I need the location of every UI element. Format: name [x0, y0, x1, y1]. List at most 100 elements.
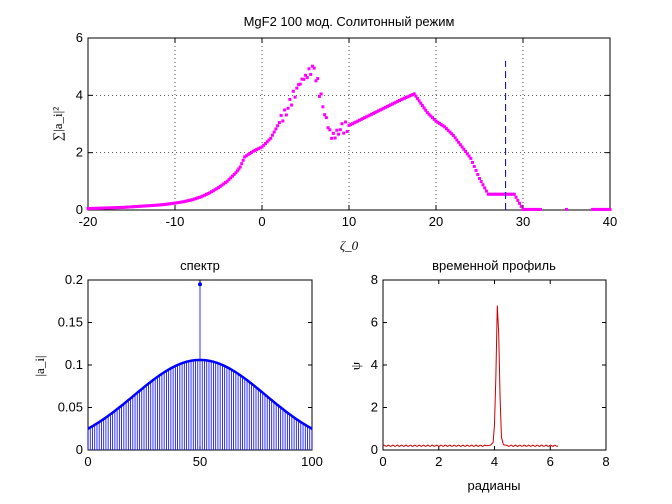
data-point — [601, 207, 605, 211]
data-point — [140, 204, 144, 208]
data-point — [518, 201, 522, 205]
data-point — [199, 195, 203, 199]
data-point — [116, 206, 120, 210]
data-point — [201, 194, 205, 198]
y-tick-label: 0.2 — [65, 272, 83, 287]
data-point — [606, 207, 610, 211]
data-point — [478, 176, 481, 180]
data-point — [535, 207, 539, 211]
data-point — [422, 106, 426, 110]
data-point — [124, 205, 128, 209]
y-tick-label: 0 — [371, 442, 378, 457]
data-point — [354, 120, 358, 124]
data-point — [103, 206, 107, 210]
data-point — [331, 131, 335, 135]
data-point — [173, 201, 177, 205]
data-point — [592, 207, 596, 211]
data-point — [432, 117, 436, 121]
data-point — [305, 76, 309, 80]
data-point — [290, 103, 294, 107]
data-point — [145, 204, 149, 208]
data-point — [467, 154, 471, 158]
data-point — [86, 207, 90, 211]
y-tick-label: 2 — [76, 145, 83, 160]
data-point — [152, 203, 156, 207]
top-xlabel: ζ_0 — [340, 238, 359, 253]
data-point — [414, 94, 418, 98]
data-point — [168, 202, 172, 206]
profile-ylabel: ψ — [348, 362, 363, 370]
data-point — [500, 192, 504, 196]
data-point — [170, 202, 174, 206]
data-point — [347, 123, 351, 127]
data-point — [107, 206, 111, 210]
data-point — [243, 155, 247, 159]
spectrum-peak-marker — [198, 282, 202, 287]
data-point — [269, 136, 273, 140]
data-point — [283, 108, 287, 112]
data-point — [340, 122, 344, 126]
data-point — [110, 206, 114, 210]
data-point — [465, 152, 469, 156]
data-point — [444, 127, 448, 131]
data-point — [596, 207, 600, 211]
data-point — [441, 124, 445, 128]
data-point — [251, 149, 255, 153]
data-point — [481, 183, 485, 187]
data-point — [533, 207, 537, 211]
spectrum-title: спектр — [180, 258, 220, 273]
data-point — [402, 96, 406, 100]
data-point — [373, 111, 377, 115]
data-point — [404, 95, 408, 99]
profile-line — [382, 305, 559, 447]
data-point — [279, 113, 283, 117]
data-point — [450, 132, 454, 136]
data-point — [495, 192, 499, 196]
data-point — [479, 180, 483, 184]
data-point — [483, 186, 487, 190]
data-point — [317, 94, 321, 98]
data-point — [276, 124, 280, 128]
spectrum-ylabel: |a_i| — [32, 355, 47, 376]
data-point — [109, 206, 113, 210]
data-point — [344, 120, 348, 124]
data-point — [319, 92, 323, 96]
data-point — [204, 192, 208, 196]
y-tick-label: 0.05 — [58, 400, 83, 415]
data-point — [411, 93, 415, 97]
data-point — [272, 130, 276, 134]
data-point — [114, 206, 118, 210]
data-point — [345, 129, 349, 133]
data-point — [98, 206, 102, 210]
y-tick-label: 8 — [371, 272, 378, 287]
data-point — [203, 193, 207, 197]
data-point — [222, 182, 226, 186]
data-point — [123, 205, 127, 209]
data-point — [417, 99, 421, 103]
data-point — [378, 108, 382, 112]
data-point — [516, 198, 520, 202]
data-point — [260, 145, 264, 149]
data-point — [399, 98, 403, 102]
top-ylabel: ∑|a_i|² — [50, 107, 65, 141]
data-point — [314, 79, 318, 83]
y-tick-label: 0 — [76, 202, 83, 217]
x-tick-label: 20 — [429, 214, 443, 229]
data-point — [328, 128, 332, 132]
data-point — [237, 167, 241, 171]
data-point — [488, 192, 492, 196]
data-point — [235, 169, 239, 173]
data-point — [215, 187, 219, 191]
data-point — [420, 104, 424, 108]
data-point — [117, 206, 121, 210]
data-point — [156, 203, 160, 207]
data-point — [286, 106, 290, 110]
data-point — [100, 206, 104, 210]
x-tick-label: 2 — [435, 454, 442, 469]
data-point — [427, 112, 431, 116]
top-grid — [88, 38, 610, 210]
data-point — [493, 192, 497, 196]
data-point — [406, 95, 410, 99]
data-point — [253, 148, 257, 152]
x-tick-label: 6 — [547, 454, 554, 469]
